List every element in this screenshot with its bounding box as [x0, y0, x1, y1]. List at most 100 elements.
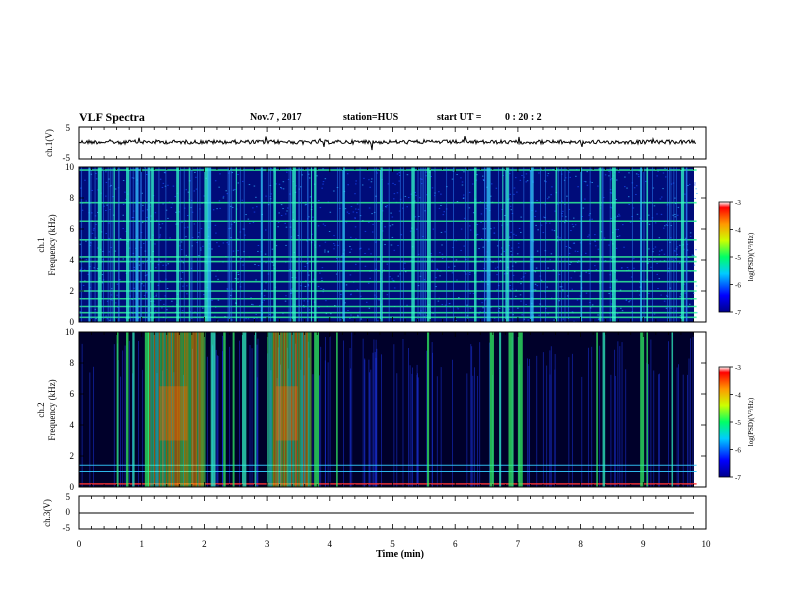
noise-speck — [660, 213, 663, 215]
sferic-line — [339, 167, 341, 322]
noise-speck — [280, 215, 283, 217]
sferic-line — [370, 369, 372, 487]
sferic-line — [139, 167, 141, 322]
noise-speck — [425, 175, 427, 177]
burst-band — [126, 332, 129, 487]
noise-speck — [372, 223, 374, 225]
noise-speck — [371, 213, 373, 215]
sferic-line — [373, 339, 375, 487]
sferic-line — [527, 358, 528, 487]
burst-band — [274, 332, 276, 487]
burst-band — [176, 167, 180, 322]
noise-speck — [482, 246, 484, 248]
sferic-line — [479, 342, 481, 487]
burst-band — [193, 332, 195, 487]
noise-speck — [439, 252, 441, 254]
noise-speck — [195, 188, 198, 190]
sferic-line — [434, 167, 436, 322]
noise-speck — [350, 314, 352, 316]
noise-speck — [452, 247, 454, 249]
sferic-line — [643, 167, 645, 322]
burst-band — [195, 332, 198, 487]
sferic-line — [453, 167, 454, 322]
sferic-line — [350, 368, 351, 487]
burst-band — [173, 332, 175, 487]
noise-speck — [211, 248, 213, 250]
noise-speck — [550, 194, 552, 196]
noise-speck — [97, 211, 99, 213]
noise-speck — [512, 274, 515, 276]
noise-speck — [462, 197, 465, 199]
noise-speck — [660, 294, 662, 296]
sferic-line — [320, 346, 322, 487]
burst-band — [640, 332, 645, 487]
sferic-line — [602, 167, 604, 322]
noise-speck — [249, 222, 251, 224]
burst-band — [596, 332, 598, 487]
noise-speck — [594, 240, 596, 242]
noise-speck — [544, 180, 546, 182]
burst-band — [283, 332, 286, 487]
noise-speck — [478, 247, 480, 249]
noise-speck — [291, 292, 293, 294]
burst-band — [505, 167, 509, 322]
noise-speck — [509, 193, 512, 195]
noise-speck — [254, 263, 256, 265]
noise-speck — [653, 313, 656, 315]
noise-speck — [247, 218, 250, 220]
noise-speck — [481, 302, 483, 304]
noise-speck — [391, 216, 394, 218]
noise-speck — [376, 172, 378, 174]
noise-speck — [350, 294, 352, 296]
noise-speck — [159, 236, 161, 238]
sferic-line — [408, 348, 409, 487]
burst-band — [167, 332, 169, 487]
noise-speck — [386, 263, 389, 265]
noise-speck — [615, 279, 618, 281]
noise-speck — [588, 214, 590, 216]
noise-speck — [669, 287, 671, 289]
sferic-line — [417, 377, 419, 487]
burst-band — [297, 332, 299, 487]
noise-speck — [271, 262, 274, 264]
noise-speck — [154, 310, 157, 312]
noise-speck — [418, 313, 421, 315]
noise-speck — [652, 248, 655, 250]
sferic-line — [477, 375, 478, 487]
noise-speck — [439, 275, 441, 277]
noise-speck — [616, 215, 619, 217]
sferic-line — [650, 339, 652, 487]
noise-speck — [237, 250, 239, 252]
noise-speck — [558, 273, 561, 275]
noise-speck — [386, 205, 388, 207]
noise-speck — [355, 180, 357, 182]
ch1-spec-background — [79, 167, 694, 322]
burst-band — [170, 332, 172, 487]
noise-speck — [322, 223, 325, 225]
sferic-line — [113, 344, 115, 487]
sferic-line — [571, 353, 573, 487]
noise-speck — [559, 286, 562, 288]
burst-band — [304, 332, 306, 487]
noise-speck — [108, 237, 110, 239]
noise-speck — [241, 180, 244, 182]
noise-speck — [106, 318, 109, 320]
noise-speck — [629, 221, 632, 223]
noise-speck — [569, 176, 572, 178]
burst-band — [309, 332, 311, 487]
noise-speck — [397, 275, 400, 277]
sferic-line — [81, 343, 83, 487]
noise-speck — [664, 225, 666, 227]
sferic-line — [375, 357, 377, 487]
noise-speck — [364, 253, 366, 255]
noise-speck — [79, 243, 82, 245]
noise-speck — [252, 222, 255, 224]
noise-speck — [576, 299, 579, 301]
noise-speck — [441, 253, 444, 255]
sferic-line — [589, 167, 591, 322]
noise-speck — [517, 242, 520, 244]
noise-speck — [414, 200, 416, 202]
noise-speck — [665, 176, 667, 178]
ch2-colorbar: -3 -4 -5 -6 -7 log(PSD)(V²/Hz) — [718, 364, 755, 482]
noise-speck — [418, 215, 420, 217]
